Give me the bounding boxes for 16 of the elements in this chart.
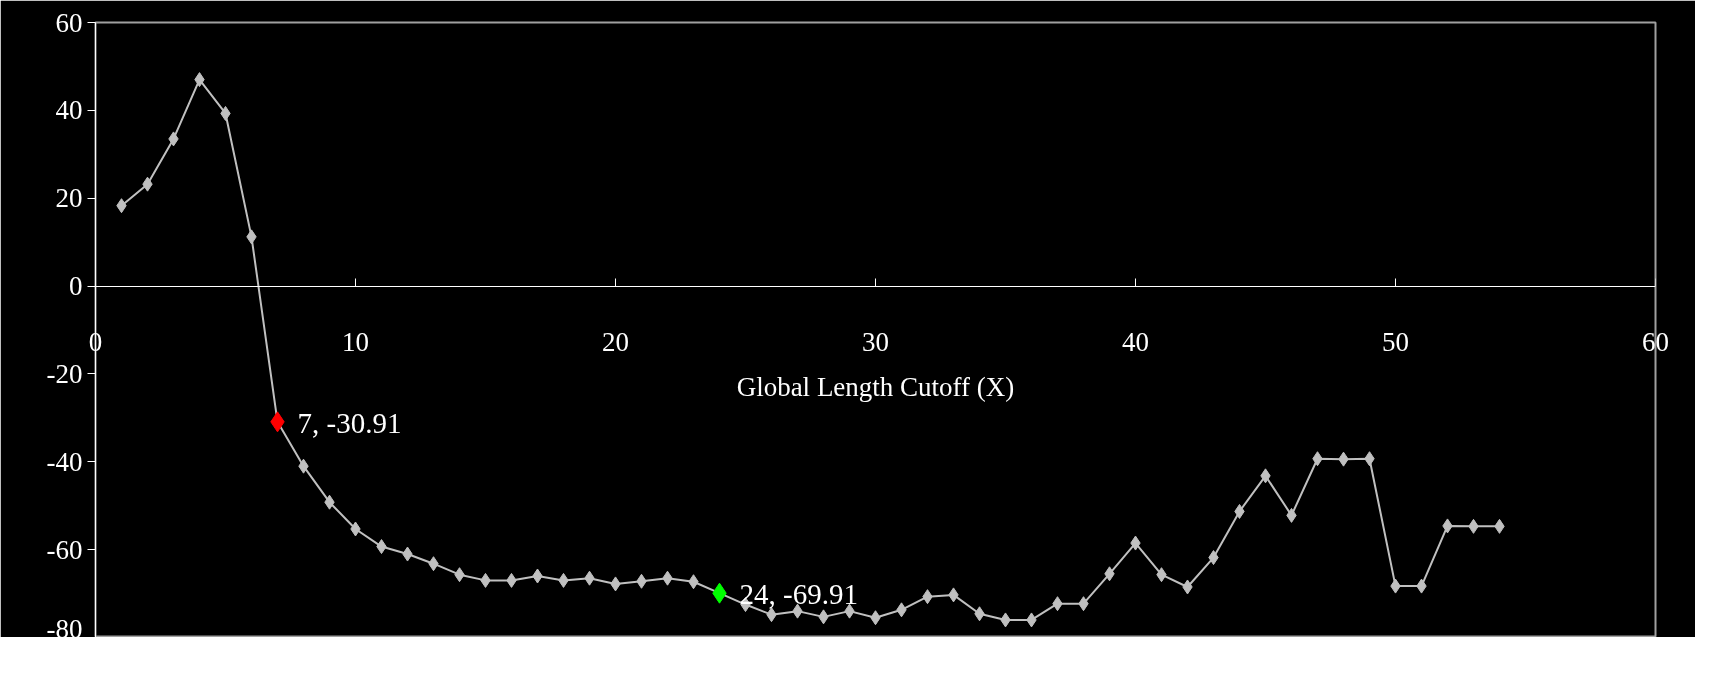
x-tick-label: 50 <box>1382 326 1409 357</box>
x-tick-label: 10 <box>342 326 369 357</box>
annotation: 24, -69.91 <box>739 578 858 611</box>
x-tick-label: 40 <box>1122 326 1149 357</box>
x-tick-label: 30 <box>862 326 889 357</box>
y-tick-label: -20 <box>46 358 83 389</box>
y-tick-label: -60 <box>46 534 83 565</box>
y-tick-label: -80 <box>46 613 83 644</box>
annotation: 7, -30.91 <box>297 406 402 439</box>
y-tick-label: 20 <box>55 183 83 214</box>
y-tick-label: -40 <box>46 446 83 477</box>
y-tick-label: 0 <box>69 271 83 302</box>
x-axis-title: Global Length Cutoff (X) <box>736 371 1015 402</box>
y-tick-label: 40 <box>55 95 83 126</box>
x-tick-label: 20 <box>602 326 629 357</box>
y-tick-label: 60 <box>55 7 83 38</box>
